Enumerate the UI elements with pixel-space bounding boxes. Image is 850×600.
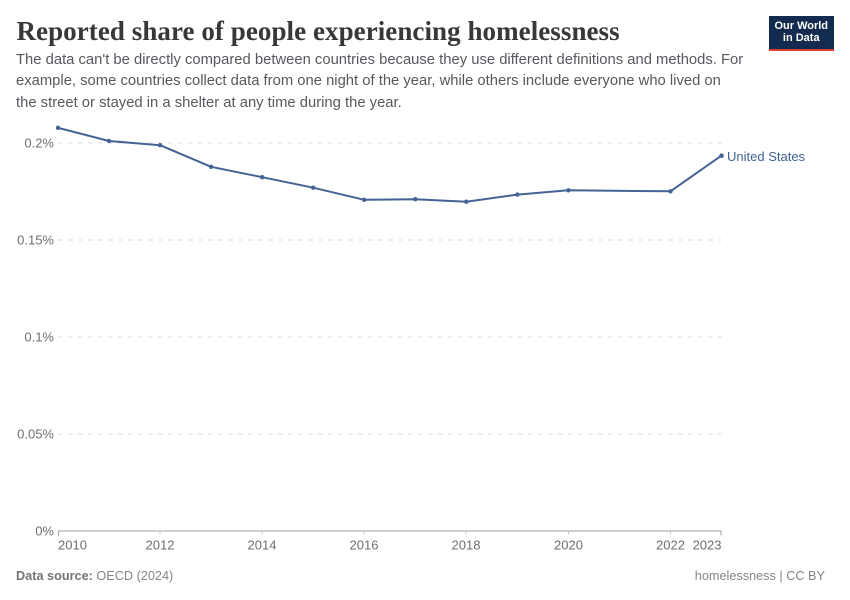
svg-text:2012: 2012 — [146, 538, 175, 553]
svg-text:2010: 2010 — [58, 538, 87, 553]
svg-text:2014: 2014 — [248, 538, 277, 553]
svg-text:0%: 0% — [35, 524, 54, 539]
svg-text:0.05%: 0.05% — [17, 427, 54, 442]
svg-text:2020: 2020 — [554, 538, 583, 553]
svg-text:0.1%: 0.1% — [24, 330, 54, 345]
svg-text:United States: United States — [727, 149, 806, 164]
svg-text:0.2%: 0.2% — [24, 136, 54, 151]
svg-text:2018: 2018 — [452, 538, 481, 553]
svg-text:2022: 2022 — [656, 538, 685, 553]
svg-text:2023: 2023 — [693, 538, 722, 553]
svg-text:0.15%: 0.15% — [17, 233, 54, 248]
svg-text:2016: 2016 — [350, 538, 379, 553]
